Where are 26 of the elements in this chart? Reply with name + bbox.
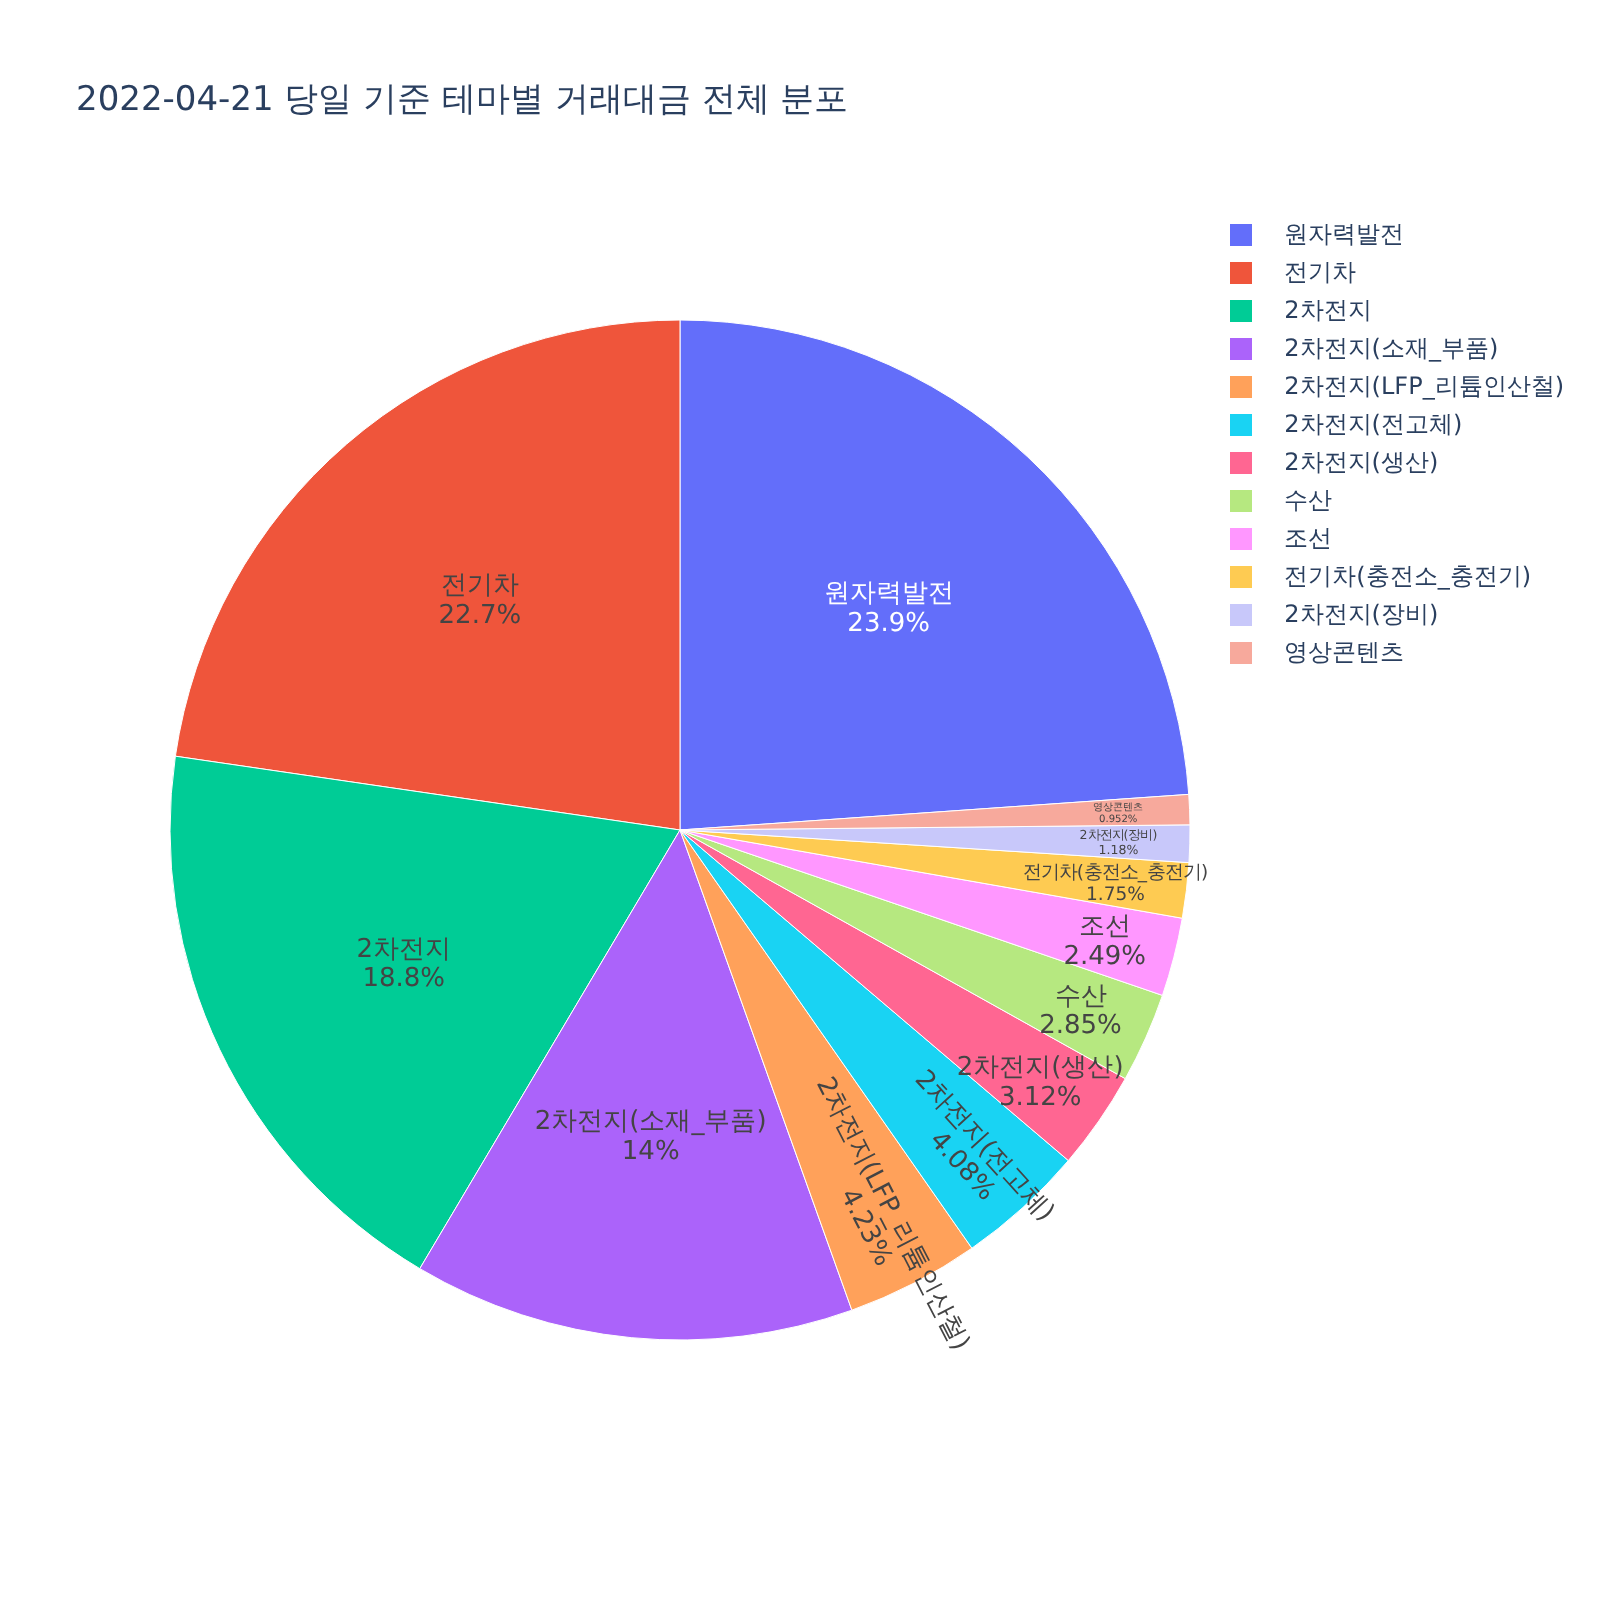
legend-label: 2차전지(전고체) xyxy=(1284,408,1463,442)
legend-label: 전기차(충전소_충전기) xyxy=(1284,560,1532,594)
legend-label: 원자력발전 xyxy=(1284,218,1405,252)
chart-title: 2022-04-21 당일 기준 테마별 거래대금 전체 분포 xyxy=(76,78,849,122)
slice-label: 수산 xyxy=(1054,981,1107,1012)
legend-label: 2차전지(소재_부품) xyxy=(1284,332,1499,366)
legend-label: 수산 xyxy=(1284,484,1333,518)
data-label: 14% xyxy=(621,1137,680,1168)
legend-label: 영상콘텐츠 xyxy=(1284,636,1405,670)
legend-label: 2차전지(생산) xyxy=(1284,446,1439,480)
legend-label: 2차전지(LFP_리튬인산철) xyxy=(1284,370,1564,404)
slice-label: 조선 xyxy=(1078,912,1131,943)
data-label: 18.8% xyxy=(362,964,446,995)
slice-label: 전기차 xyxy=(440,571,519,602)
slice-label: 2차전지(소재_부품) xyxy=(534,1107,767,1138)
legend-label: 조선 xyxy=(1284,522,1333,556)
slice-label: 원자력발전 xyxy=(823,579,954,609)
slice-label: 2차전지 xyxy=(356,934,452,965)
data-label: 2.85% xyxy=(1039,1011,1122,1042)
data-label: 2.49% xyxy=(1063,942,1147,973)
data-label: 22.7% xyxy=(438,601,522,632)
legend-label: 2차전지 xyxy=(1284,294,1372,328)
data-label: 1.75% xyxy=(1086,883,1146,906)
legend-label: 전기차 xyxy=(1284,256,1357,290)
legend-label: 2차전지(장비) xyxy=(1284,598,1439,632)
data-label: 23.9% xyxy=(847,608,930,639)
